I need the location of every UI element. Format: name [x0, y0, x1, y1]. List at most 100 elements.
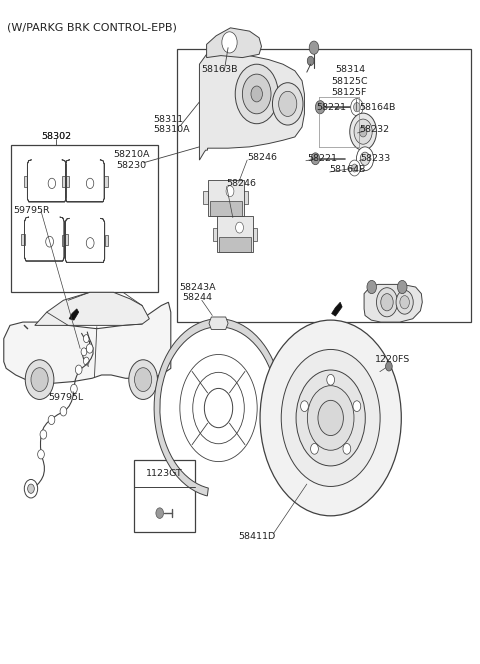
- Ellipse shape: [296, 382, 300, 388]
- Polygon shape: [4, 302, 171, 384]
- Ellipse shape: [361, 448, 366, 454]
- Text: 58411D: 58411D: [239, 533, 276, 541]
- Circle shape: [28, 484, 34, 493]
- Text: 1123GT: 1123GT: [146, 469, 183, 478]
- Text: 58302: 58302: [41, 132, 72, 141]
- Circle shape: [360, 126, 367, 137]
- Circle shape: [86, 178, 94, 189]
- Circle shape: [226, 186, 234, 197]
- Polygon shape: [66, 160, 104, 202]
- Circle shape: [29, 483, 36, 492]
- Ellipse shape: [361, 382, 366, 388]
- Ellipse shape: [341, 468, 345, 475]
- Polygon shape: [219, 237, 252, 252]
- Text: 58243A: 58243A: [179, 283, 216, 291]
- Text: 58314: 58314: [336, 65, 366, 74]
- Text: 59795R: 59795R: [13, 207, 50, 216]
- Circle shape: [84, 335, 89, 343]
- Text: 58230: 58230: [116, 161, 146, 170]
- Circle shape: [376, 288, 397, 317]
- Bar: [66, 176, 70, 187]
- Circle shape: [343, 444, 351, 454]
- Ellipse shape: [369, 416, 374, 420]
- Text: 58246: 58246: [247, 153, 277, 162]
- Circle shape: [385, 362, 392, 371]
- Circle shape: [350, 113, 376, 150]
- Polygon shape: [24, 217, 64, 261]
- Polygon shape: [27, 160, 66, 202]
- Circle shape: [400, 295, 409, 309]
- Circle shape: [31, 368, 48, 392]
- Circle shape: [307, 386, 354, 450]
- Polygon shape: [208, 179, 243, 216]
- Bar: [61, 235, 65, 246]
- Circle shape: [381, 293, 393, 311]
- Text: 1220FS: 1220FS: [374, 355, 410, 365]
- Text: 58232: 58232: [359, 125, 389, 134]
- Bar: [24, 176, 27, 187]
- Text: 58233: 58233: [361, 153, 391, 163]
- Circle shape: [354, 102, 360, 112]
- Circle shape: [354, 119, 372, 144]
- Text: 58164B: 58164B: [359, 103, 395, 112]
- Text: 59795L: 59795L: [48, 393, 84, 402]
- Circle shape: [279, 92, 297, 116]
- Bar: [178, 49, 471, 322]
- Circle shape: [71, 384, 77, 394]
- Circle shape: [48, 415, 55, 424]
- Bar: [204, 191, 208, 205]
- Circle shape: [327, 374, 335, 385]
- Bar: [243, 191, 248, 205]
- Circle shape: [60, 407, 67, 416]
- Circle shape: [260, 320, 401, 516]
- Text: 58244: 58244: [182, 293, 213, 302]
- Ellipse shape: [341, 361, 345, 368]
- Circle shape: [311, 153, 320, 165]
- Polygon shape: [69, 309, 79, 320]
- Circle shape: [204, 388, 233, 428]
- Circle shape: [235, 64, 278, 124]
- Text: 58125C: 58125C: [331, 77, 368, 86]
- Bar: [104, 176, 108, 187]
- Polygon shape: [206, 28, 262, 58]
- Text: 58246: 58246: [227, 179, 257, 189]
- Text: 58302: 58302: [41, 132, 72, 141]
- Text: 58210A: 58210A: [114, 150, 150, 159]
- Bar: [134, 460, 195, 532]
- Circle shape: [86, 238, 94, 248]
- Bar: [253, 228, 257, 240]
- Circle shape: [296, 370, 365, 466]
- Circle shape: [134, 368, 152, 392]
- Circle shape: [236, 222, 243, 233]
- Polygon shape: [35, 292, 149, 325]
- Circle shape: [81, 348, 87, 356]
- Polygon shape: [332, 302, 342, 316]
- Bar: [105, 235, 108, 246]
- Circle shape: [318, 400, 343, 436]
- Circle shape: [84, 357, 89, 365]
- Circle shape: [397, 280, 407, 293]
- Circle shape: [360, 152, 370, 165]
- Circle shape: [46, 236, 53, 247]
- Circle shape: [307, 56, 314, 66]
- Text: 58310A: 58310A: [153, 125, 190, 134]
- Text: 58163B: 58163B: [201, 65, 238, 74]
- Circle shape: [300, 401, 308, 412]
- Polygon shape: [217, 216, 253, 252]
- Circle shape: [251, 86, 263, 102]
- Circle shape: [37, 450, 44, 459]
- Circle shape: [352, 164, 358, 172]
- Circle shape: [311, 444, 318, 454]
- Ellipse shape: [316, 361, 320, 368]
- Circle shape: [86, 344, 93, 353]
- Circle shape: [242, 74, 271, 114]
- Text: 58125F: 58125F: [331, 88, 367, 97]
- Circle shape: [129, 360, 157, 400]
- Circle shape: [309, 41, 319, 54]
- Circle shape: [222, 32, 237, 53]
- Bar: [64, 234, 68, 245]
- Circle shape: [353, 401, 361, 412]
- Circle shape: [349, 160, 360, 176]
- Wedge shape: [154, 319, 283, 496]
- Circle shape: [351, 98, 363, 116]
